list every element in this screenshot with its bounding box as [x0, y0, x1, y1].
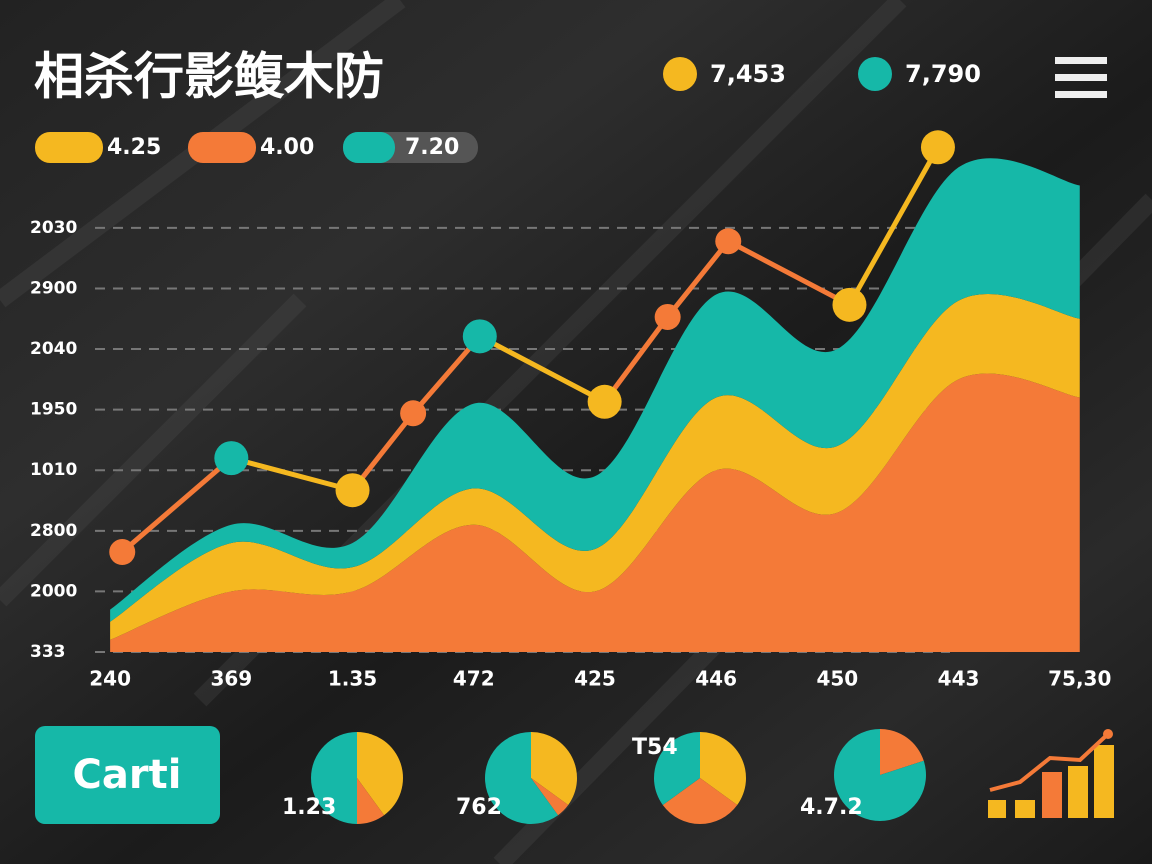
menu-icon[interactable] — [1055, 57, 1107, 98]
y-tick-label: 2000 — [30, 581, 77, 601]
line-segment — [478, 334, 606, 404]
line-point — [109, 539, 136, 566]
button-label[interactable]: Carti — [73, 752, 182, 798]
area — [110, 373, 1080, 652]
x-tick-label: 446 — [695, 667, 737, 691]
legend-dot — [663, 57, 697, 91]
line-point — [920, 130, 955, 165]
line-point — [587, 384, 622, 419]
y-tick-label: 1010 — [30, 460, 77, 480]
pill — [35, 132, 103, 163]
pie-slice — [662, 778, 738, 824]
button[interactable] — [35, 726, 220, 824]
pill-label: 4.00 — [260, 135, 314, 160]
pie-label: T54 — [632, 735, 678, 760]
pie-slice — [357, 732, 404, 816]
legend-label: 7,790 — [905, 60, 981, 88]
y-tick-label: 333 — [30, 642, 66, 662]
x-tick-label: 1.35 — [328, 667, 377, 691]
area — [110, 158, 1080, 622]
pie-slice — [531, 732, 578, 806]
pie-slice — [531, 778, 569, 816]
x-tick-label: 425 — [574, 667, 616, 691]
pie-label: 4.7.2 — [800, 795, 863, 820]
y-tick-label: 2030 — [30, 218, 77, 238]
line-point — [214, 441, 249, 476]
y-tick-label: 2900 — [30, 278, 77, 298]
line-segment — [847, 146, 941, 307]
line-point — [400, 400, 427, 427]
x-tick-label: 472 — [453, 667, 495, 691]
line-segment — [230, 455, 354, 493]
line-segment — [120, 456, 233, 554]
y-tick-label: 2800 — [30, 521, 77, 541]
bar-icon — [988, 729, 1114, 818]
area — [110, 293, 1080, 640]
line-point — [654, 303, 681, 330]
pill-label: 7.20 — [405, 135, 459, 160]
line-point — [832, 287, 867, 322]
pie-slice — [880, 729, 924, 775]
y-tick-label: 2040 — [30, 339, 77, 359]
pie-slice — [834, 729, 927, 821]
pill — [188, 132, 256, 163]
pill — [343, 132, 395, 163]
x-tick-label: 443 — [938, 667, 980, 691]
line-point — [462, 319, 497, 354]
pie-slice — [700, 732, 747, 806]
x-tick-label: 450 — [816, 667, 858, 691]
x-tick-label: 369 — [210, 667, 252, 691]
line-segment — [602, 315, 670, 404]
pie-slice — [311, 732, 357, 824]
x-tick-label: 240 — [89, 667, 131, 691]
line-segment — [665, 239, 731, 319]
pie-label: 762 — [456, 795, 502, 820]
x-tick-label: 75,30 — [1048, 667, 1111, 691]
legend-dot — [858, 57, 892, 91]
line-point — [335, 473, 370, 508]
pie-slice — [357, 778, 385, 824]
title: 相杀行影鳆木防 — [34, 48, 384, 106]
line-point — [715, 228, 742, 255]
legend-label: 7,453 — [710, 60, 786, 88]
pie-slice — [485, 732, 559, 824]
line-segment — [727, 238, 851, 308]
y-tick-label: 1950 — [30, 400, 77, 420]
pill-label: 4.25 — [107, 135, 161, 160]
pie-slice — [654, 731, 700, 806]
pie-label: 1.23 — [282, 795, 336, 820]
